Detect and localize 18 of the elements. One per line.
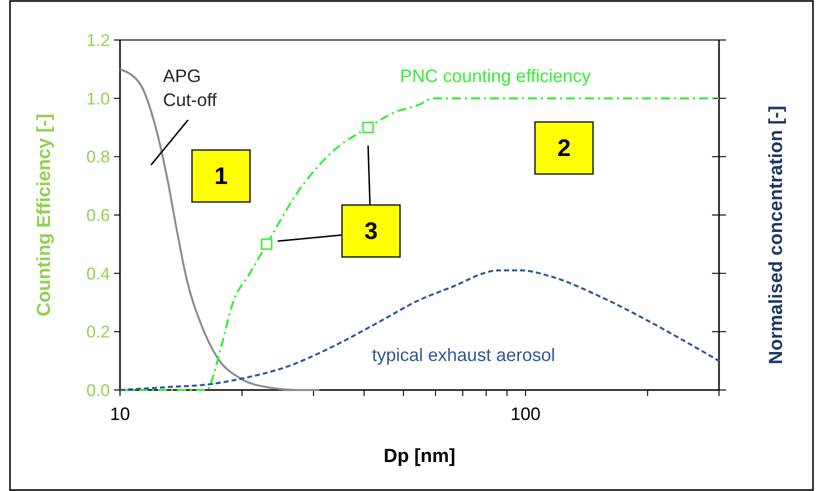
x-axis-title: Dp [nm] (384, 446, 456, 467)
series-label: PNC counting efficiency (400, 66, 591, 86)
series-label: APG Cut-off (163, 66, 218, 110)
y-tick-label: 1.2 (86, 31, 110, 50)
annotation: 3 (364, 218, 378, 245)
x-tick-label: 10 (110, 404, 130, 424)
annotation: 2 (557, 135, 571, 162)
y2-axis-title: Normalised concentration [-] (766, 106, 787, 364)
y-tick-label: 1.0 (86, 89, 110, 108)
series-label: typical exhaust aerosol (372, 345, 556, 365)
annotation: 1 (214, 163, 228, 190)
y-tick-label: 0.6 (86, 206, 110, 225)
y-tick-label: 0.2 (86, 322, 110, 342)
y-tick-label: 0.0 (86, 381, 110, 400)
y-tick-label: 0.4 (86, 264, 110, 284)
x-tick-label: 100 (510, 404, 541, 424)
y-tick-label: 0.8 (86, 148, 110, 167)
y-axis-title: Counting Efficiency [-] (34, 114, 55, 316)
